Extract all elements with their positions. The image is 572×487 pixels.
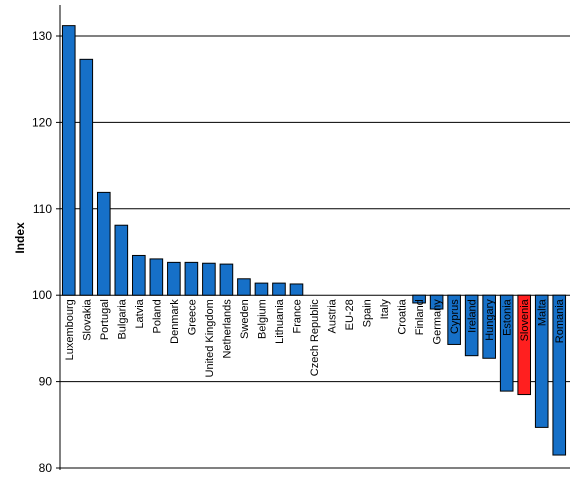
category-label: Denmark: [169, 299, 181, 344]
bar-ireland: [464, 294, 479, 357]
y-tick-labels: 80 90 100 110 120 130: [32, 29, 52, 475]
category-label: EU-28: [344, 299, 356, 330]
category-label: Cyprus: [449, 299, 461, 334]
category-label: Italy: [379, 299, 391, 320]
category-label: Estonia: [502, 298, 514, 336]
bar-slovakia: [79, 58, 94, 296]
bar-united-kingdom: [202, 262, 216, 296]
bar-denmark: [167, 261, 181, 296]
category-label: Romania: [554, 298, 566, 343]
y-tick-label: 100: [32, 288, 52, 302]
y-tick-label: 130: [32, 29, 52, 43]
bar-cyprus: [447, 294, 461, 345]
category-label: Luxembourg: [64, 299, 76, 360]
bar-romania: [552, 294, 567, 456]
bar-greece: [184, 261, 199, 296]
bar-germany: [429, 294, 444, 310]
bar-latvia: [132, 254, 146, 296]
bar-luxembourg: [61, 25, 76, 296]
bar-finland: [412, 294, 426, 304]
category-label: Hungary: [484, 299, 496, 341]
category-label: Malta: [537, 298, 549, 326]
y-tick-label: 80: [39, 461, 53, 475]
plot-area: [60, 5, 570, 470]
category-label: France: [291, 299, 303, 333]
category-label: Austria: [327, 298, 339, 333]
category-label: Lithuania: [274, 298, 286, 344]
bar-hungary: [482, 294, 496, 359]
category-label: Sweden: [239, 299, 251, 339]
category-label: Latvia: [134, 298, 146, 328]
bar-malta: [534, 294, 549, 428]
y-axis-title: Index: [13, 222, 27, 254]
category-label: Belgium: [256, 299, 268, 339]
bar-sweden: [237, 278, 251, 296]
category-label: Slovenia: [519, 298, 531, 341]
category-label: Ireland: [467, 299, 479, 333]
category-label: Croatia: [397, 298, 409, 334]
category-label: Czech Republic: [309, 299, 321, 377]
bar-lithuania: [272, 282, 286, 296]
category-label: Spain: [362, 299, 374, 327]
category-label: Bulgaria: [116, 298, 128, 339]
bar-netherlands: [219, 263, 234, 296]
category-label: United Kingdom: [204, 299, 216, 377]
bar-portugal: [96, 191, 111, 296]
category-label: Greece: [186, 299, 198, 335]
y-tick-label: 120: [32, 115, 52, 129]
bar-bulgaria: [114, 224, 129, 296]
category-label: Poland: [151, 299, 163, 333]
category-label: Finland: [414, 299, 426, 335]
y-tick-label: 110: [33, 202, 52, 216]
y-tick-label: 90: [39, 375, 53, 389]
bars: [61, 25, 567, 456]
bar-belgium: [254, 282, 269, 296]
bar-france: [289, 283, 304, 296]
x-tick-labels: Luxembourg Slovakia Portugal Bulgaria Latvia…: [64, 298, 566, 377]
bar-poland: [149, 258, 164, 296]
category-label: Portugal: [99, 299, 111, 340]
category-label: Slovakia: [81, 298, 93, 340]
bar-estonia: [499, 294, 514, 392]
category-label: Germany: [432, 299, 444, 345]
category-label: Netherlands: [221, 299, 233, 359]
bar-slovenia: [517, 294, 532, 396]
